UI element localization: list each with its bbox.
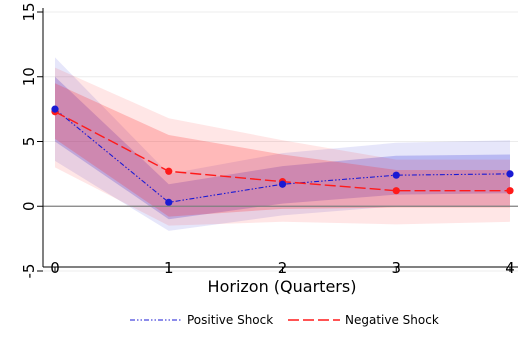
point-series-0-0 — [51, 105, 59, 113]
point-series-1-4 — [506, 187, 514, 195]
x-tick-label-0: 0 — [50, 259, 60, 277]
band-series-1-0 — [55, 83, 510, 217]
band-series-1-1 — [55, 67, 510, 226]
legend-label-1: Negative Shock — [345, 313, 439, 327]
legend-label-0: Positive Shock — [187, 313, 273, 327]
y-tick-label-2: 5 — [20, 137, 38, 147]
x-tick-label-1: 1 — [164, 259, 174, 277]
y-tick-label-3: 10 — [20, 67, 38, 86]
x-tick-label-3: 3 — [391, 259, 401, 277]
plot-area — [42, 8, 518, 265]
axes: -5 0 5 10 15 0 1 2 3 4 — [20, 2, 518, 278]
series-points — [51, 105, 514, 206]
point-series-0-4 — [506, 170, 514, 178]
y-tick-label-0: -5 — [20, 264, 38, 279]
x-tick-label-2: 2 — [278, 259, 288, 277]
line-series-0 — [54, 108, 511, 203]
point-series-1-3 — [392, 187, 400, 195]
x-tick-label-4: 4 — [505, 259, 515, 277]
point-series-0-1 — [165, 198, 173, 206]
x-axis-title: Horizon (Quarters) — [208, 277, 357, 296]
legend: Positive Shock Negative Shock — [130, 313, 439, 327]
point-series-1-1 — [165, 167, 173, 175]
gridlines — [43, 11, 518, 272]
y-tick-label-4: 15 — [20, 2, 38, 21]
band-series-0-0 — [55, 76, 510, 220]
point-series-0-3 — [392, 171, 400, 179]
point-series-0-2 — [278, 180, 287, 188]
y-tick-label-1: 0 — [20, 201, 38, 211]
